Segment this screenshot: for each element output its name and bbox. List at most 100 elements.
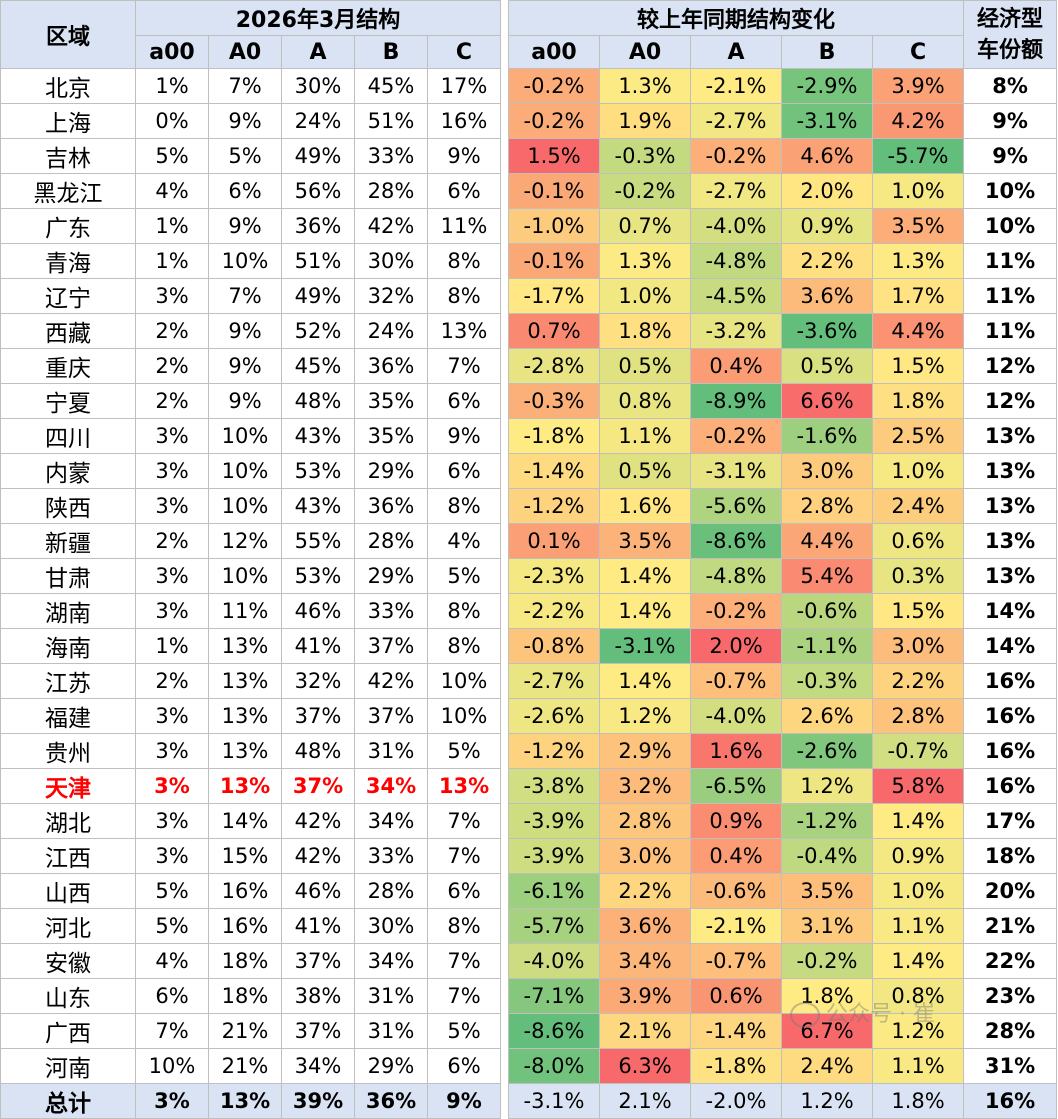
- table-row: 山西 5% 16% 46% 28% 6% -6.1% 2.2% -0.6% 3.5% 1.0% 20%: [0, 873, 1058, 909]
- structure-cell: 5%: [427, 1013, 501, 1049]
- structure-cell: 6%: [427, 173, 501, 209]
- change-cell: 1.5%: [871, 593, 965, 629]
- change-cell: 3.9%: [599, 978, 691, 1014]
- column-gap: [500, 1048, 509, 1084]
- change-cell: -2.1%: [690, 908, 782, 944]
- change-cell: 2.2%: [599, 873, 691, 909]
- table-row: 天津 3% 13% 37% 34% 13% -3.8% 3.2% -6.5% 1.2% 5.8% 16…: [0, 768, 1058, 804]
- change-cell: -2.2%: [508, 593, 600, 629]
- structure-cell: 31%: [354, 733, 428, 769]
- structure-cell: 6%: [427, 383, 501, 419]
- structure-cell: 11%: [208, 593, 282, 629]
- column-gap: [500, 418, 509, 454]
- region-cell: 湖南: [0, 593, 136, 629]
- economy-share-cell: 11%: [963, 278, 1058, 314]
- region-cell: 四川: [0, 418, 136, 454]
- change-cell: -0.2%: [508, 103, 600, 139]
- structure-cell: 10%: [208, 418, 282, 454]
- change-cell: 1.0%: [871, 453, 965, 489]
- region-cell: 黑龙江: [0, 173, 136, 209]
- economy-share-cell: 31%: [963, 1048, 1058, 1084]
- change-cell: -0.2%: [599, 173, 691, 209]
- structure-cell: 16%: [208, 873, 282, 909]
- column-gap: [500, 838, 509, 874]
- structure-cell: 32%: [281, 663, 355, 699]
- structure-cell: 39%: [281, 1083, 355, 1119]
- header-chg-a00: a00: [508, 35, 600, 69]
- region-cell: 吉林: [0, 138, 136, 174]
- change-cell: -4.0%: [690, 698, 782, 734]
- column-gap: [500, 733, 509, 769]
- economy-share-cell: 11%: [963, 313, 1058, 349]
- structure-cell: 10%: [208, 243, 282, 279]
- change-cell: 0.5%: [599, 453, 691, 489]
- structure-cell: 1%: [135, 628, 209, 664]
- change-cell: 1.1%: [871, 1048, 965, 1084]
- structure-cell: 42%: [354, 208, 428, 244]
- structure-cell: 7%: [427, 943, 501, 979]
- economy-share-cell: 28%: [963, 1013, 1058, 1049]
- structure-cell: 16%: [208, 908, 282, 944]
- structure-cell: 12%: [208, 523, 282, 559]
- structure-cell: 13%: [208, 628, 282, 664]
- region-cell: 河北: [0, 908, 136, 944]
- change-cell: -4.0%: [690, 208, 782, 244]
- change-cell: 0.7%: [508, 313, 600, 349]
- structure-cell: 5%: [135, 138, 209, 174]
- structure-cell: 3%: [135, 593, 209, 629]
- change-cell: 2.4%: [871, 488, 965, 524]
- economy-share-cell: 13%: [963, 488, 1058, 524]
- change-cell: 1.4%: [599, 593, 691, 629]
- economy-share-cell: 10%: [963, 208, 1058, 244]
- structure-cell: 8%: [427, 593, 501, 629]
- region-cell: 总计: [0, 1083, 136, 1119]
- change-cell: -1.2%: [508, 488, 600, 524]
- structure-cell: 28%: [354, 523, 428, 559]
- structure-cell: 37%: [281, 698, 355, 734]
- column-gap: [500, 978, 509, 1014]
- structure-cell: 8%: [427, 278, 501, 314]
- change-cell: 0.9%: [690, 803, 782, 839]
- structure-cell: 53%: [281, 453, 355, 489]
- change-cell: 0.7%: [599, 208, 691, 244]
- change-cell: 2.9%: [599, 733, 691, 769]
- change-cell: 1.0%: [871, 873, 965, 909]
- change-cell: -0.1%: [508, 173, 600, 209]
- column-gap: [500, 523, 509, 559]
- column-gap: [500, 208, 509, 244]
- column-gap: [500, 0, 509, 69]
- region-cell: 辽宁: [0, 278, 136, 314]
- structure-cell: 37%: [281, 768, 355, 804]
- table-row: 山东 6% 18% 38% 31% 7% -7.1% 3.9% 0.6% 1.8% 0.8% 23%: [0, 978, 1058, 1014]
- change-cell: 1.4%: [871, 943, 965, 979]
- structure-cell: 7%: [427, 803, 501, 839]
- change-cell: -7.1%: [508, 978, 600, 1014]
- change-cell: 2.8%: [871, 698, 965, 734]
- structure-cell: 4%: [135, 173, 209, 209]
- change-cell: 0.4%: [690, 838, 782, 874]
- change-cell: 1.8%: [871, 1083, 965, 1119]
- structure-cell: 51%: [354, 103, 428, 139]
- change-cell: 3.0%: [781, 453, 873, 489]
- change-cell: 0.9%: [871, 838, 965, 874]
- structure-cell: 37%: [354, 698, 428, 734]
- change-cell: 0.6%: [690, 978, 782, 1014]
- change-cell: 1.5%: [871, 348, 965, 384]
- structure-cell: 3%: [135, 838, 209, 874]
- structure-cell: 35%: [354, 418, 428, 454]
- structure-cell: 3%: [135, 453, 209, 489]
- change-cell: 6.3%: [599, 1048, 691, 1084]
- column-gap: [500, 1013, 509, 1049]
- structure-cell: 49%: [281, 138, 355, 174]
- structure-cell: 51%: [281, 243, 355, 279]
- header-economy-share: 经济型 车份额: [963, 0, 1058, 69]
- change-cell: -4.0%: [508, 943, 600, 979]
- structure-cell: 34%: [354, 768, 428, 804]
- change-cell: -0.2%: [690, 418, 782, 454]
- economy-share-cell: 14%: [963, 593, 1058, 629]
- change-cell: 6.6%: [781, 383, 873, 419]
- change-cell: -0.3%: [508, 383, 600, 419]
- structure-cell: 13%: [208, 733, 282, 769]
- change-cell: -0.7%: [871, 733, 965, 769]
- change-cell: -0.6%: [690, 873, 782, 909]
